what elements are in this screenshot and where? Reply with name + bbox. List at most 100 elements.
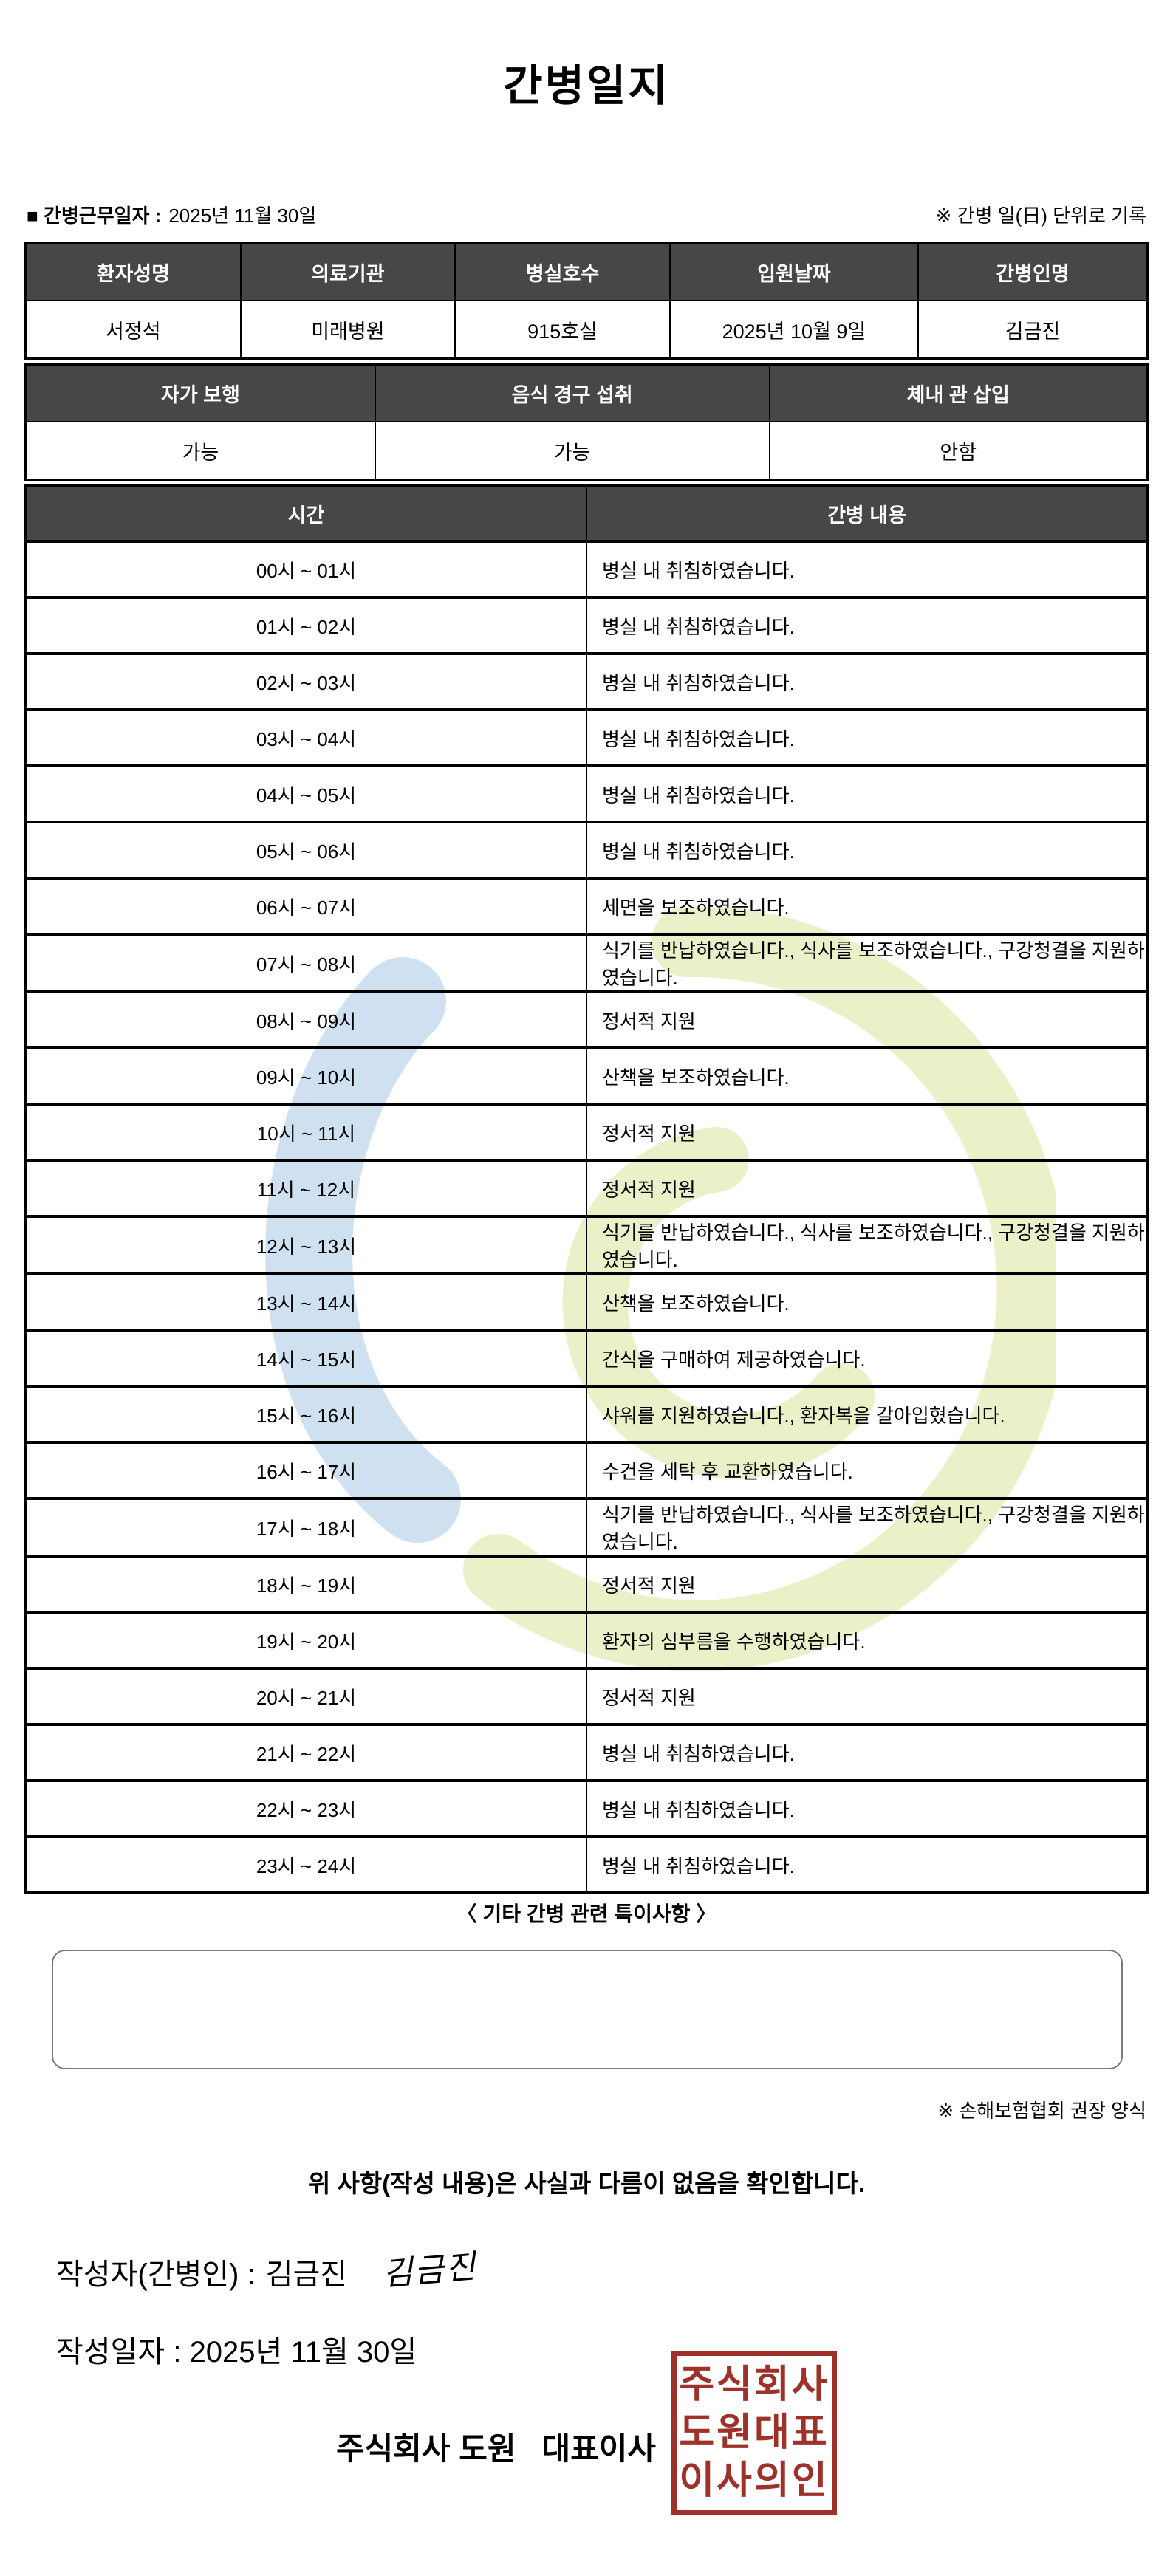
- special-notes-title: 〈 기타 간병 관련 특이사항 〉: [456, 1902, 717, 1925]
- meta-row: ■ 간병근무일자 : 2025년 11월 30일 ※ 간병 일(日) 단위로 기록: [0, 204, 1173, 227]
- care-log-row: 13시 ~ 14시 산책을 보조하였습니다.: [24, 1273, 1149, 1331]
- care-content-cell: 샤워를 지원하였습니다., 환자복을 갈아입혔습니다.: [586, 1385, 1149, 1443]
- care-content-cell: 병실 내 취침하였습니다.: [586, 765, 1149, 823]
- care-time-cell: 07시 ~ 08시: [24, 934, 587, 993]
- care-time-cell: 05시 ~ 06시: [24, 821, 587, 879]
- care-content-cell: 병실 내 취침하였습니다.: [586, 653, 1149, 710]
- care-log-row: 21시 ~ 22시 병실 내 취침하였습니다.: [24, 1724, 1149, 1781]
- care-time-cell: 23시 ~ 24시: [24, 1836, 587, 1894]
- care-time-cell: 16시 ~ 17시: [24, 1442, 587, 1499]
- patient-info-header-row: 환자성명 의료기관 병실호수 입원날짜 간병인명: [24, 242, 1149, 301]
- care-content-cell: 환자의 심부름을 수행하였습니다.: [586, 1611, 1149, 1669]
- care-content-cell: 병실 내 취침하였습니다.: [586, 1836, 1149, 1894]
- patient-info-value-cell: 서정석: [24, 300, 242, 360]
- care-time-cell: 13시 ~ 14시: [24, 1273, 587, 1331]
- care-log-row: 08시 ~ 09시 정서적 지원: [24, 991, 1149, 1049]
- care-content-cell: 병실 내 취침하였습니다.: [586, 597, 1149, 654]
- care-time-cell: 21시 ~ 22시: [24, 1724, 587, 1781]
- care-log-row: 17시 ~ 18시 식기를 반납하였습니다., 식사를 보조하였습니다., 구강…: [24, 1498, 1149, 1557]
- confirmation-statement: 위 사항(작성 내용)은 사실과 다름이 없음을 확인합니다.: [307, 2170, 866, 2197]
- care-time-cell: 15시 ~ 16시: [24, 1385, 587, 1443]
- patient-info-value-row: 서정석 미래병원 915호실 2025년 10월 9일 김금진: [24, 300, 1149, 360]
- patient-status-column-header: 자가 보행: [24, 363, 376, 422]
- care-content-cell: 정서적 지원: [586, 1668, 1149, 1725]
- writer-signature: 김금진: [381, 2247, 479, 2294]
- care-time-cell: 22시 ~ 23시: [24, 1780, 587, 1837]
- patient-info-value-cell: 915호실: [454, 300, 671, 360]
- care-log-column-header: 간병 내용: [586, 484, 1149, 543]
- patient-info-column-header: 입원날짜: [668, 242, 920, 301]
- care-time-cell: 00시 ~ 01시: [24, 541, 587, 598]
- care-content-cell: 정서적 지원: [586, 1555, 1149, 1613]
- care-log-row: 00시 ~ 01시 병실 내 취침하였습니다.: [24, 541, 1149, 598]
- care-content-cell: 식기를 반납하였습니다., 식사를 보조하였습니다., 구강청결을 지원하였습니…: [586, 1498, 1149, 1557]
- care-time-cell: 12시 ~ 13시: [24, 1216, 587, 1275]
- care-time-cell: 03시 ~ 04시: [24, 709, 587, 767]
- patient-status-value-cell: 안함: [768, 421, 1149, 481]
- patient-status-value-cell: 가능: [24, 421, 376, 481]
- care-log-row: 15시 ~ 16시 샤워를 지원하였습니다., 환자복을 갈아입혔습니다.: [24, 1385, 1149, 1443]
- care-time-cell: 11시 ~ 12시: [24, 1159, 587, 1217]
- company-ceo-line: 주식회사 도원 대표이사: [336, 2431, 657, 2466]
- care-content-cell: 산책을 보조하였습니다.: [586, 1273, 1149, 1331]
- care-time-cell: 20시 ~ 21시: [24, 1668, 587, 1725]
- care-content-cell: 간식을 구매하여 제공하였습니다.: [586, 1329, 1149, 1387]
- patient-status-table: 자가 보행 음식 경구 섭취 체내 관 삽입 가능 가능 안함: [24, 363, 1149, 481]
- care-time-cell: 06시 ~ 07시: [24, 877, 587, 935]
- special-notes-box[interactable]: [52, 1950, 1123, 2069]
- care-log-row: 09시 ~ 10시 산책을 보조하였습니다.: [24, 1047, 1149, 1105]
- patient-status-column-header: 음식 경구 섭취: [374, 363, 770, 422]
- care-log-row: 07시 ~ 08시 식기를 반납하였습니다., 식사를 보조하였습니다., 구강…: [24, 934, 1149, 993]
- care-time-cell: 18시 ~ 19시: [24, 1555, 587, 1613]
- care-content-cell: 정서적 지원: [586, 1103, 1149, 1161]
- care-log-row: 05시 ~ 06시 병실 내 취침하였습니다.: [24, 821, 1149, 879]
- care-content-cell: 수건을 세탁 후 교환하였습니다.: [586, 1442, 1149, 1499]
- patient-info-column-header: 의료기관: [239, 242, 456, 301]
- care-content-cell: 병실 내 취침하였습니다.: [586, 821, 1149, 879]
- care-log-row: 19시 ~ 20시 환자의 심부름을 수행하였습니다.: [24, 1611, 1149, 1669]
- patient-status-value-cell: 가능: [374, 421, 770, 481]
- care-content-cell: 세면을 보조하였습니다.: [586, 877, 1149, 935]
- care-log-row: 12시 ~ 13시 식기를 반납하였습니다., 식사를 보조하였습니다., 구강…: [24, 1216, 1149, 1275]
- written-date-line: 작성일자 : 2025년 11월 30일: [56, 2328, 417, 2371]
- patient-status-column-header: 체내 관 삽입: [768, 363, 1149, 422]
- care-log-row: 20시 ~ 21시 정서적 지원: [24, 1668, 1149, 1725]
- care-log-column-header: 시간: [24, 484, 587, 543]
- patient-info-column-header: 환자성명: [24, 242, 242, 301]
- care-log-row: 10시 ~ 11시 정서적 지원: [24, 1103, 1149, 1161]
- care-log-row: 11시 ~ 12시 정서적 지원: [24, 1159, 1149, 1217]
- company-seal: 주식회사 도원대표 이사의인: [671, 2351, 837, 2515]
- care-content-cell: 정서적 지원: [586, 1159, 1149, 1217]
- recommended-form-note: ※ 손해보험협회 권장 양식: [937, 2100, 1146, 2122]
- care-time-cell: 09시 ~ 10시: [24, 1047, 587, 1105]
- page-title: 간병일지: [503, 62, 670, 110]
- care-time-cell: 10시 ~ 11시: [24, 1103, 587, 1161]
- care-time-cell: 19시 ~ 20시: [24, 1611, 587, 1669]
- care-time-cell: 01시 ~ 02시: [24, 597, 587, 654]
- care-content-cell: 식기를 반납하였습니다., 식사를 보조하였습니다., 구강청결을 지원하였습니…: [586, 934, 1149, 993]
- care-content-cell: 정서적 지원: [586, 991, 1149, 1049]
- writer-name: 김금진: [265, 2258, 348, 2291]
- work-date-value: 2025년 11월 30일: [168, 205, 317, 227]
- care-time-cell: 02시 ~ 03시: [24, 653, 587, 710]
- care-log-row: 22시 ~ 23시 병실 내 취침하였습니다.: [24, 1780, 1149, 1837]
- care-content-cell: 병실 내 취침하였습니다.: [586, 541, 1149, 598]
- care-content-cell: 식기를 반납하였습니다., 식사를 보조하였습니다., 구강청결을 지원하였습니…: [586, 1216, 1149, 1275]
- written-date-value: 2025년 11월 30일: [189, 2336, 417, 2368]
- care-content-cell: 병실 내 취침하였습니다.: [586, 1724, 1149, 1781]
- care-time-cell: 04시 ~ 05시: [24, 765, 587, 823]
- record-unit-note: ※ 간병 일(日) 단위로 기록: [935, 205, 1146, 227]
- care-content-cell: 병실 내 취침하였습니다.: [586, 709, 1149, 767]
- care-content-cell: 산책을 보조하였습니다.: [586, 1047, 1149, 1105]
- care-log-row: 02시 ~ 03시 병실 내 취침하였습니다.: [24, 653, 1149, 710]
- patient-status-value-row: 가능 가능 안함: [24, 421, 1149, 481]
- care-time-cell: 17시 ~ 18시: [24, 1498, 587, 1557]
- patient-info-value-cell: 김금진: [917, 300, 1149, 360]
- care-time-cell: 08시 ~ 09시: [24, 991, 587, 1049]
- care-log-row: 04시 ~ 05시 병실 내 취침하였습니다.: [24, 765, 1149, 823]
- seal-text-line: 이사의인: [679, 2459, 830, 2502]
- seal-text-line: 주식회사: [679, 2363, 830, 2406]
- care-log-row: 16시 ~ 17시 수건을 세탁 후 교환하였습니다.: [24, 1442, 1149, 1499]
- patient-info-column-header: 병실호수: [454, 242, 671, 301]
